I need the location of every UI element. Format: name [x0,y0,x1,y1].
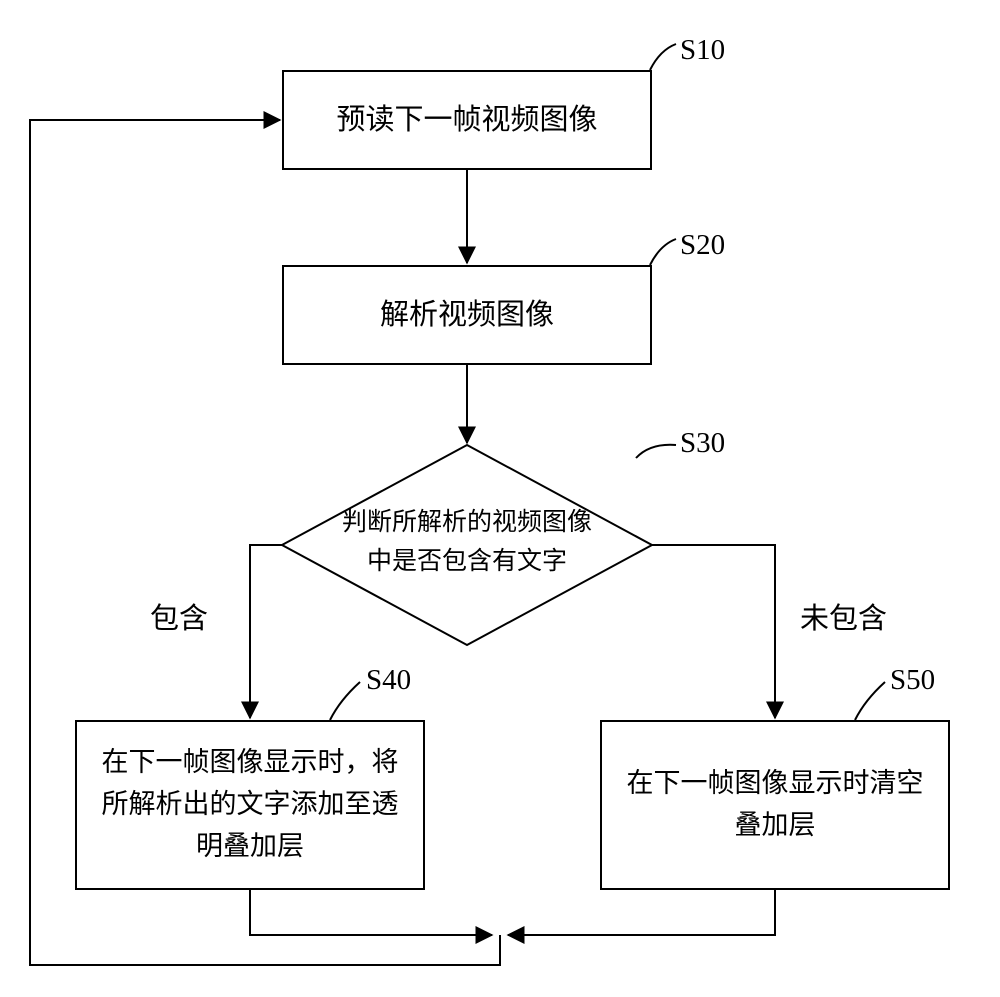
node-s30-text-wrap: 判断所解析的视频图像中是否包含有文字 [337,504,597,582]
tick-s30 [636,445,676,458]
step-label-s20: S20 [680,229,725,262]
step-label-s50: S50 [890,664,935,697]
node-s50: 在下一帧图像显示时清空叠加层 [600,720,950,890]
edge-s30-s50 [652,545,775,718]
flowchart-canvas: 预读下一帧视频图像 解析视频图像 在下一帧图像显示时，将所解析出的文字添加至透明… [0,0,1000,997]
node-s30-text: 判断所解析的视频图像中是否包含有文字 [342,509,592,575]
edge-label-contains: 包含 [150,595,208,637]
node-s50-text: 在下一帧图像显示时清空叠加层 [614,763,936,847]
node-s40-text: 在下一帧图像显示时，将所解析出的文字添加至透明叠加层 [89,742,411,868]
tick-s40 [330,682,360,720]
tick-s10 [650,44,676,70]
tick-s20 [650,239,676,265]
edge-label-not-contains: 未包含 [800,595,887,637]
node-s20-text: 解析视频图像 [380,293,554,338]
node-s20: 解析视频图像 [282,265,652,365]
node-s40: 在下一帧图像显示时，将所解析出的文字添加至透明叠加层 [75,720,425,890]
step-label-s40: S40 [366,664,411,697]
step-label-s10: S10 [680,34,725,67]
edge-s40-merge [250,890,492,935]
step-label-s30: S30 [680,427,725,460]
tick-s50 [855,682,885,720]
node-s10: 预读下一帧视频图像 [282,70,652,170]
edge-s50-merge [508,890,775,935]
edge-s30-s40 [250,545,282,718]
node-s10-text: 预读下一帧视频图像 [336,98,597,143]
